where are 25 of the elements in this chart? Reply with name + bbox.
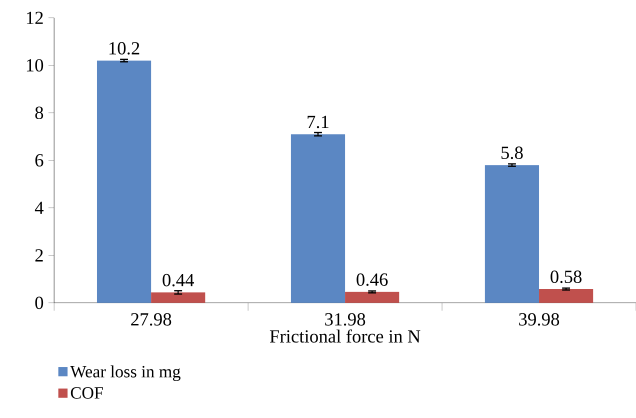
x-axis-title: Frictional force in N: [270, 330, 420, 343]
bar: [290, 134, 346, 304]
bar: [96, 60, 152, 304]
y-tick-label: 12: [26, 12, 43, 24]
data-label: 0.58: [550, 270, 582, 284]
y-tick-label: 10: [26, 59, 44, 72]
x-tick-label: 39.98: [519, 313, 560, 326]
legend-label: COF: [70, 387, 103, 399]
y-tick-label: 8: [35, 106, 44, 120]
y-tick-label: 2: [35, 249, 43, 262]
bar: [151, 292, 206, 304]
legend-label: Wear loss in mg: [70, 366, 180, 382]
x-tick-label: 27.98: [131, 313, 172, 326]
data-label: 5.8: [502, 146, 523, 160]
bar: [539, 289, 594, 304]
data-label: 0.44: [162, 274, 194, 287]
data-label: 10.2: [109, 42, 140, 55]
y-tick-label: 0: [35, 296, 44, 310]
data-label: 0.46: [356, 274, 388, 286]
bar: [484, 165, 540, 304]
data-label: 7.1: [308, 116, 328, 128]
y-tick-label: 4: [34, 202, 44, 214]
x-tick-label: 31.98: [325, 313, 366, 326]
y-tick-label: 6: [35, 154, 44, 167]
bar: [345, 292, 400, 304]
